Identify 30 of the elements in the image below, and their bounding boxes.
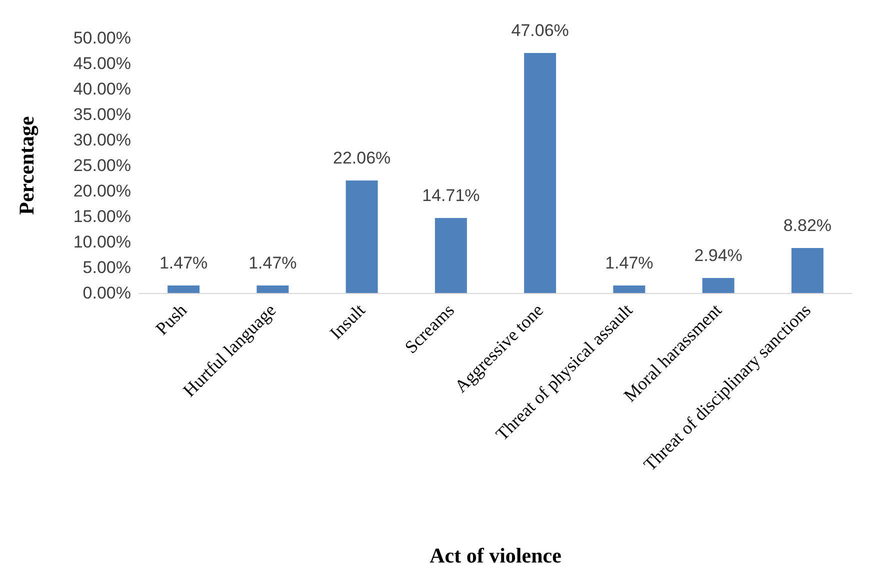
bar [168,286,200,293]
y-tick-label: 40.00% [73,80,131,98]
data-label: 14.71% [422,186,480,205]
data-label: 1.47% [159,254,208,273]
data-label: 8.82% [783,216,832,236]
bar [346,180,378,293]
y-tick-label: 45.00% [73,54,131,73]
x-tick-label: Push [152,300,191,339]
data-label: 47.06% [511,20,569,40]
y-tick-label: 10.00% [73,232,131,252]
y-tick-label: 30.00% [73,130,131,150]
y-tick-label: 35.00% [73,105,131,124]
y-tick-label: 0.00% [82,284,131,302]
bar [702,278,734,293]
bar [434,218,467,293]
y-tick-label: 25.00% [73,156,131,175]
y-axis-title: Percentage [14,116,38,215]
bar [791,248,824,293]
data-label: 1.47% [248,254,297,273]
y-tick-label: 50.00% [73,28,131,48]
x-axis-title: Act of violence [430,544,562,568]
data-label: 1.47% [605,254,654,273]
bar [613,286,646,293]
data-label: 2.94% [694,246,742,266]
bar [524,52,556,293]
y-tick-label: 5.00% [82,258,131,277]
y-tick-label: 20.00% [73,182,131,200]
bar [256,286,289,293]
data-label: 22.06% [332,148,391,168]
y-tick-label: 15.00% [73,207,131,226]
